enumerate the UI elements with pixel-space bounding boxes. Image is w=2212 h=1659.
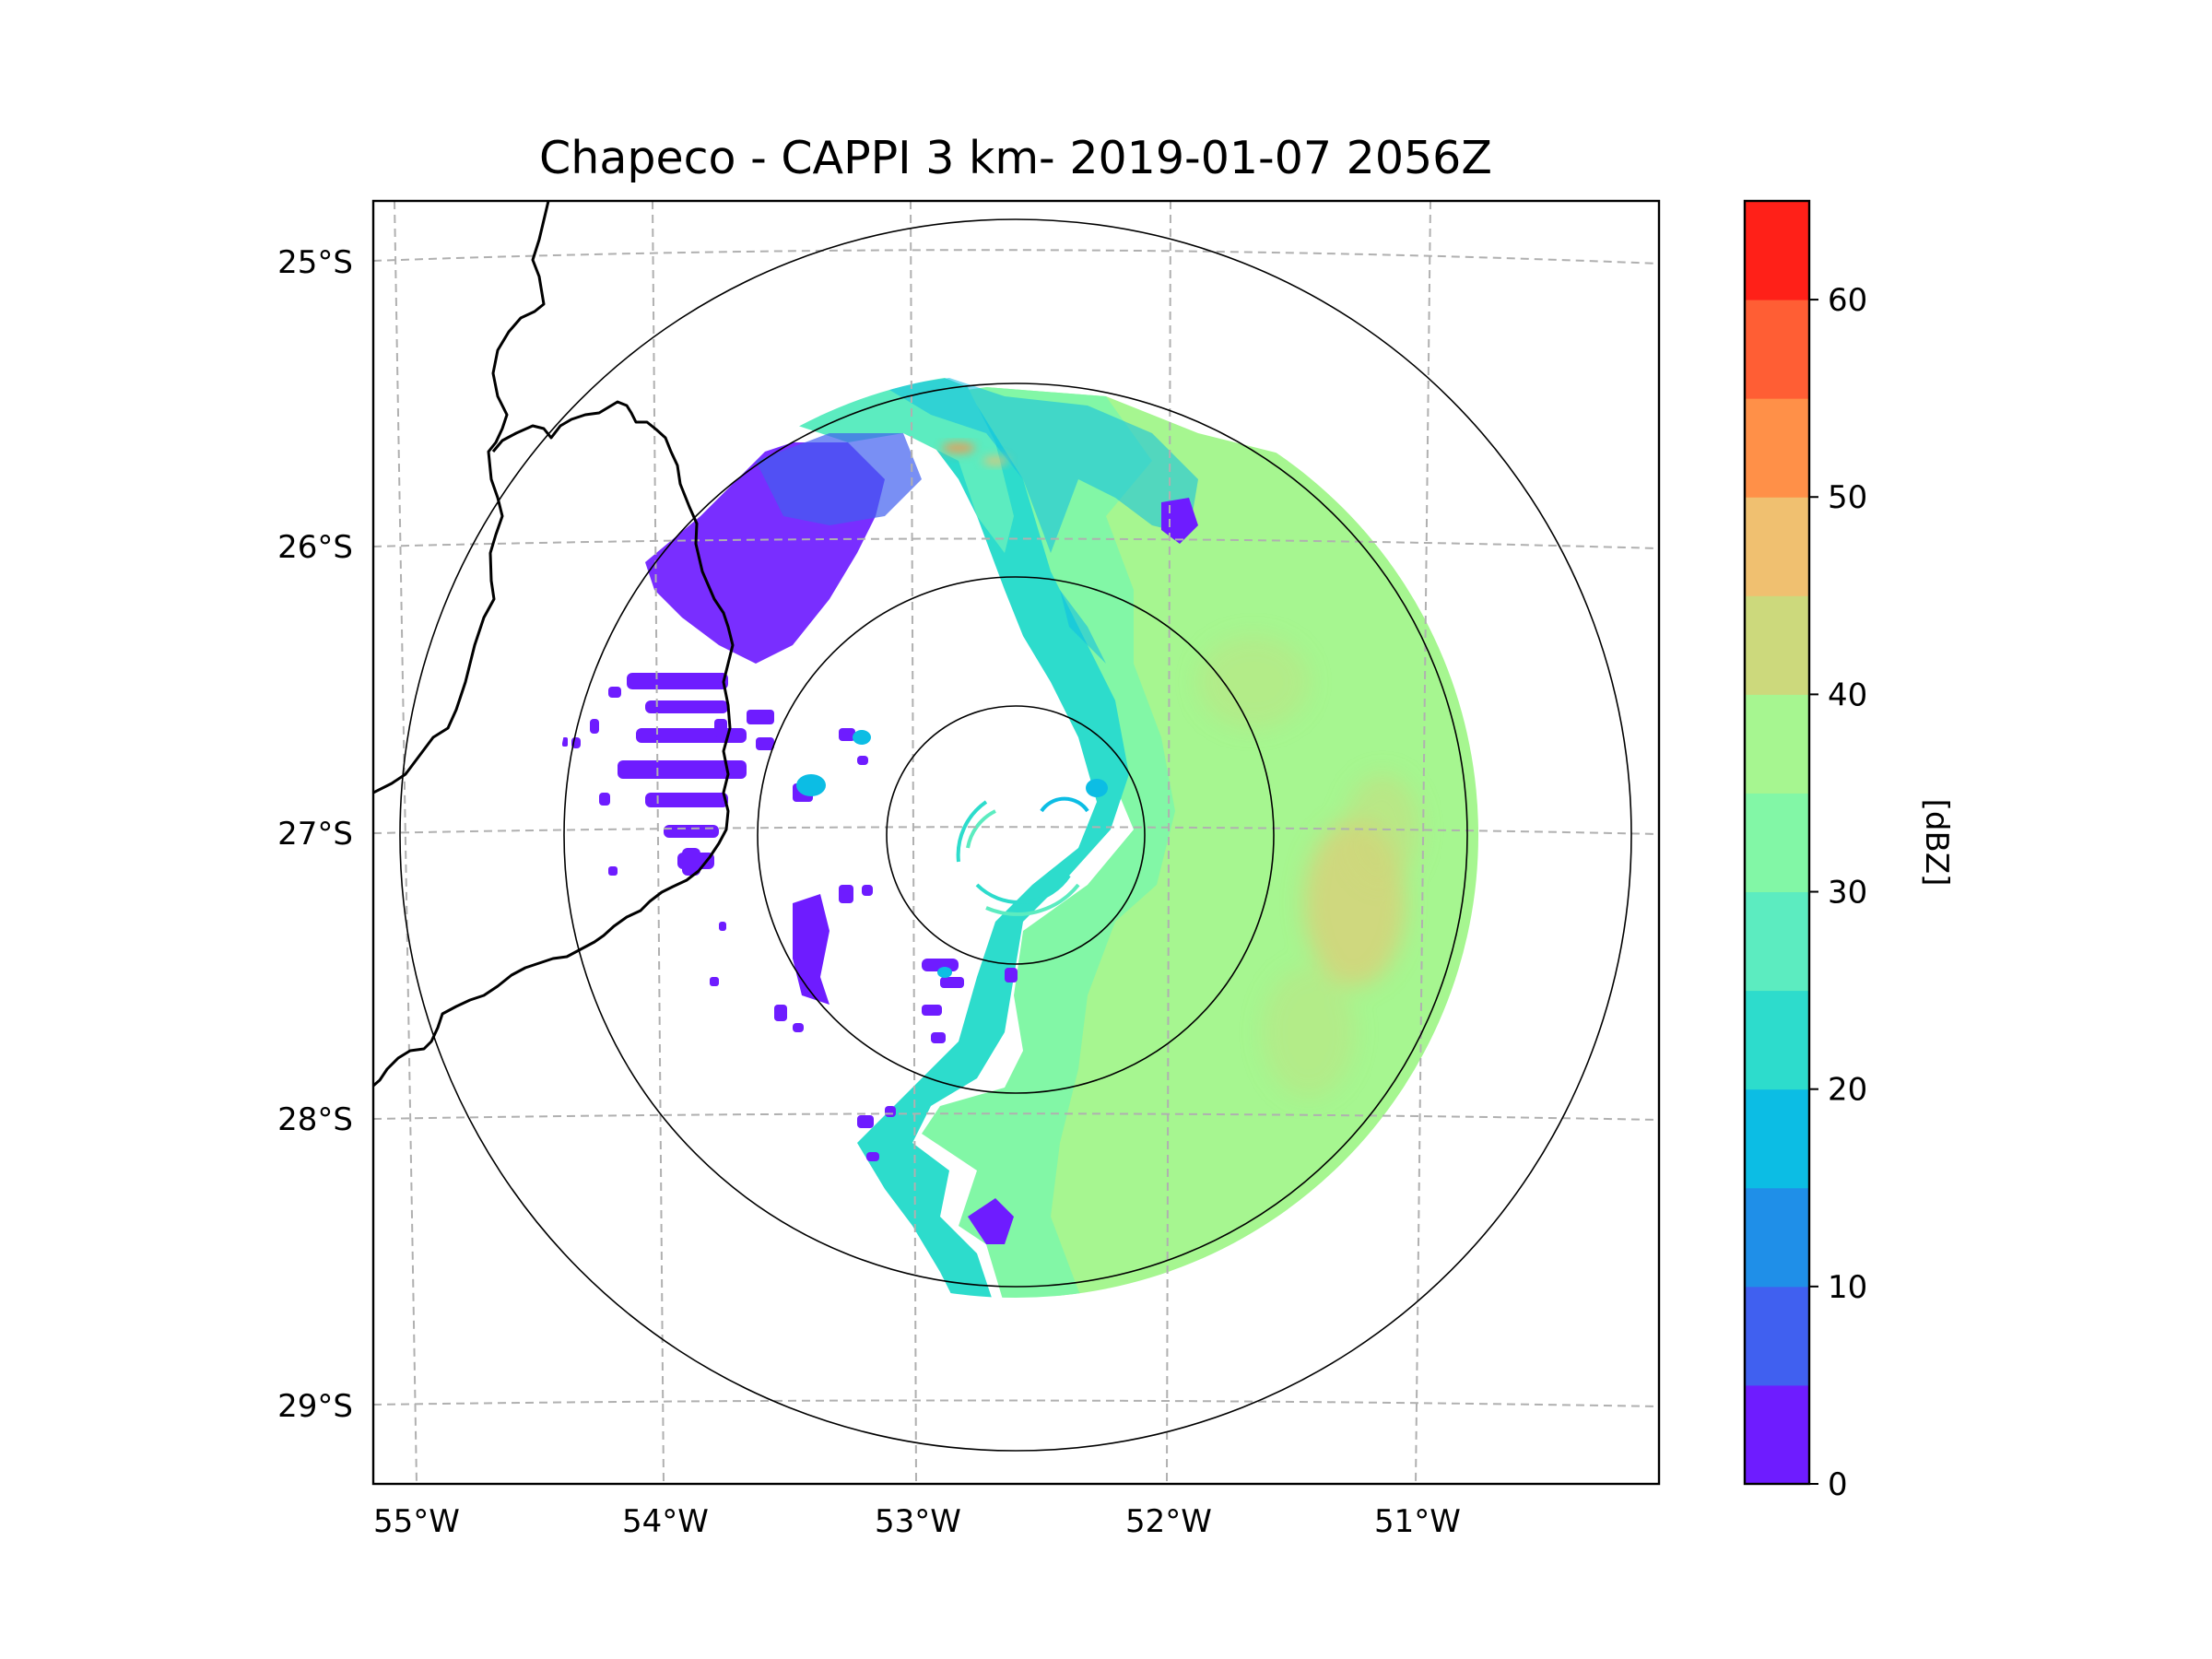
echo-teal-edge xyxy=(857,396,1129,1298)
map-axes: 25°S 26°S 27°S 28°S 29°S 55°W 54°W 53°W … xyxy=(277,199,1661,1540)
chart-title: Chapeco - CAPPI 3 km- 2019-01-07 2056Z xyxy=(539,132,1492,184)
lon-tick-label: 54°W xyxy=(622,1503,709,1540)
colorbar-segment xyxy=(1745,398,1809,498)
echo-north-streak xyxy=(942,442,1008,465)
colorbar-segment xyxy=(1745,201,1809,300)
gridline-lat-28 xyxy=(373,1112,1659,1121)
lat-tick-labels: 25°S 26°S 27°S 28°S 29°S xyxy=(277,244,353,1425)
colorbar-segments xyxy=(1745,201,1809,1485)
colorbar-segment xyxy=(1745,497,1809,596)
lon-tick-label: 52°W xyxy=(1125,1503,1212,1540)
colorbar-segment xyxy=(1745,1088,1809,1189)
colorbar-tick-label: 20 xyxy=(1828,1072,1867,1109)
echo-north-blue xyxy=(885,378,1198,664)
colorbar-tick-label: 0 xyxy=(1828,1466,1848,1503)
colorbar-segment xyxy=(1745,300,1809,399)
colorbar-tick-label: 50 xyxy=(1828,479,1867,516)
map-area xyxy=(373,201,1659,1484)
echo-green-edge xyxy=(922,387,1175,1298)
political-borders xyxy=(373,201,735,1088)
range-ring-1 xyxy=(886,705,1146,965)
colorbar-segment xyxy=(1745,1384,1809,1485)
colorbar-frame xyxy=(1743,199,1811,1486)
gridline-lon-52 xyxy=(1166,201,1171,1484)
colorbar-segment xyxy=(1745,694,1809,794)
lat-tick-label: 29°S xyxy=(277,1388,353,1425)
lon-tick-label: 53°W xyxy=(875,1503,961,1540)
colorbar-tick-label: 40 xyxy=(1828,677,1867,713)
colorbar-segment xyxy=(1745,793,1809,893)
gridline-lat-25 xyxy=(373,249,1659,265)
lat-tick-label: 27°S xyxy=(277,816,353,853)
gridline-lat-26 xyxy=(373,537,1659,549)
colorbar-segment xyxy=(1745,1286,1809,1386)
lat-tick-label: 28°S xyxy=(277,1101,353,1138)
colorbar-segment xyxy=(1745,990,1809,1090)
lon-tick-label: 55°W xyxy=(373,1503,460,1540)
lon-tick-label: 51°W xyxy=(1374,1503,1461,1540)
lon-tick-labels: 55°W 54°W 53°W 52°W 51°W xyxy=(373,1503,1461,1540)
colorbar-segment xyxy=(1745,891,1809,992)
echo-small-cells xyxy=(796,730,1108,978)
axes-frame xyxy=(371,199,1661,1486)
gridline-lon-54 xyxy=(652,201,665,1484)
colorbar-label: [dBZ] xyxy=(1918,799,1955,887)
lat-tick-label: 26°S xyxy=(277,529,353,566)
lat-tick-label: 25°S xyxy=(277,244,353,281)
colorbar-ticks: 0 10 20 30 40 50 60 xyxy=(1809,282,1867,1503)
range-rings xyxy=(399,218,1632,1452)
colorbar-tick-label: 30 xyxy=(1828,875,1867,912)
gridline-lon-55 xyxy=(394,201,418,1484)
border-santa-catarina xyxy=(373,400,735,1088)
reflectivity-field xyxy=(562,372,1478,1298)
gridline-lon-51 xyxy=(1415,201,1431,1484)
colorbar-tick-label: 60 xyxy=(1828,282,1867,319)
echo-clutter xyxy=(956,796,1089,916)
gridline-lat-29 xyxy=(373,1399,1659,1407)
range-ring-3 xyxy=(563,382,1468,1288)
echo-weak-scatter xyxy=(562,433,1198,1244)
colorbar-segment xyxy=(1745,595,1809,695)
gridline-lon-53 xyxy=(910,201,917,1484)
range-ring-2 xyxy=(757,576,1275,1094)
colorbar-tick-label: 10 xyxy=(1828,1269,1867,1306)
colorbar-segment xyxy=(1745,1187,1809,1288)
range-ring-4 xyxy=(399,218,1632,1452)
colorbar: 0 10 20 30 40 50 60 [dBZ] xyxy=(1743,199,1955,1503)
border-argentina-brazil xyxy=(373,201,550,794)
